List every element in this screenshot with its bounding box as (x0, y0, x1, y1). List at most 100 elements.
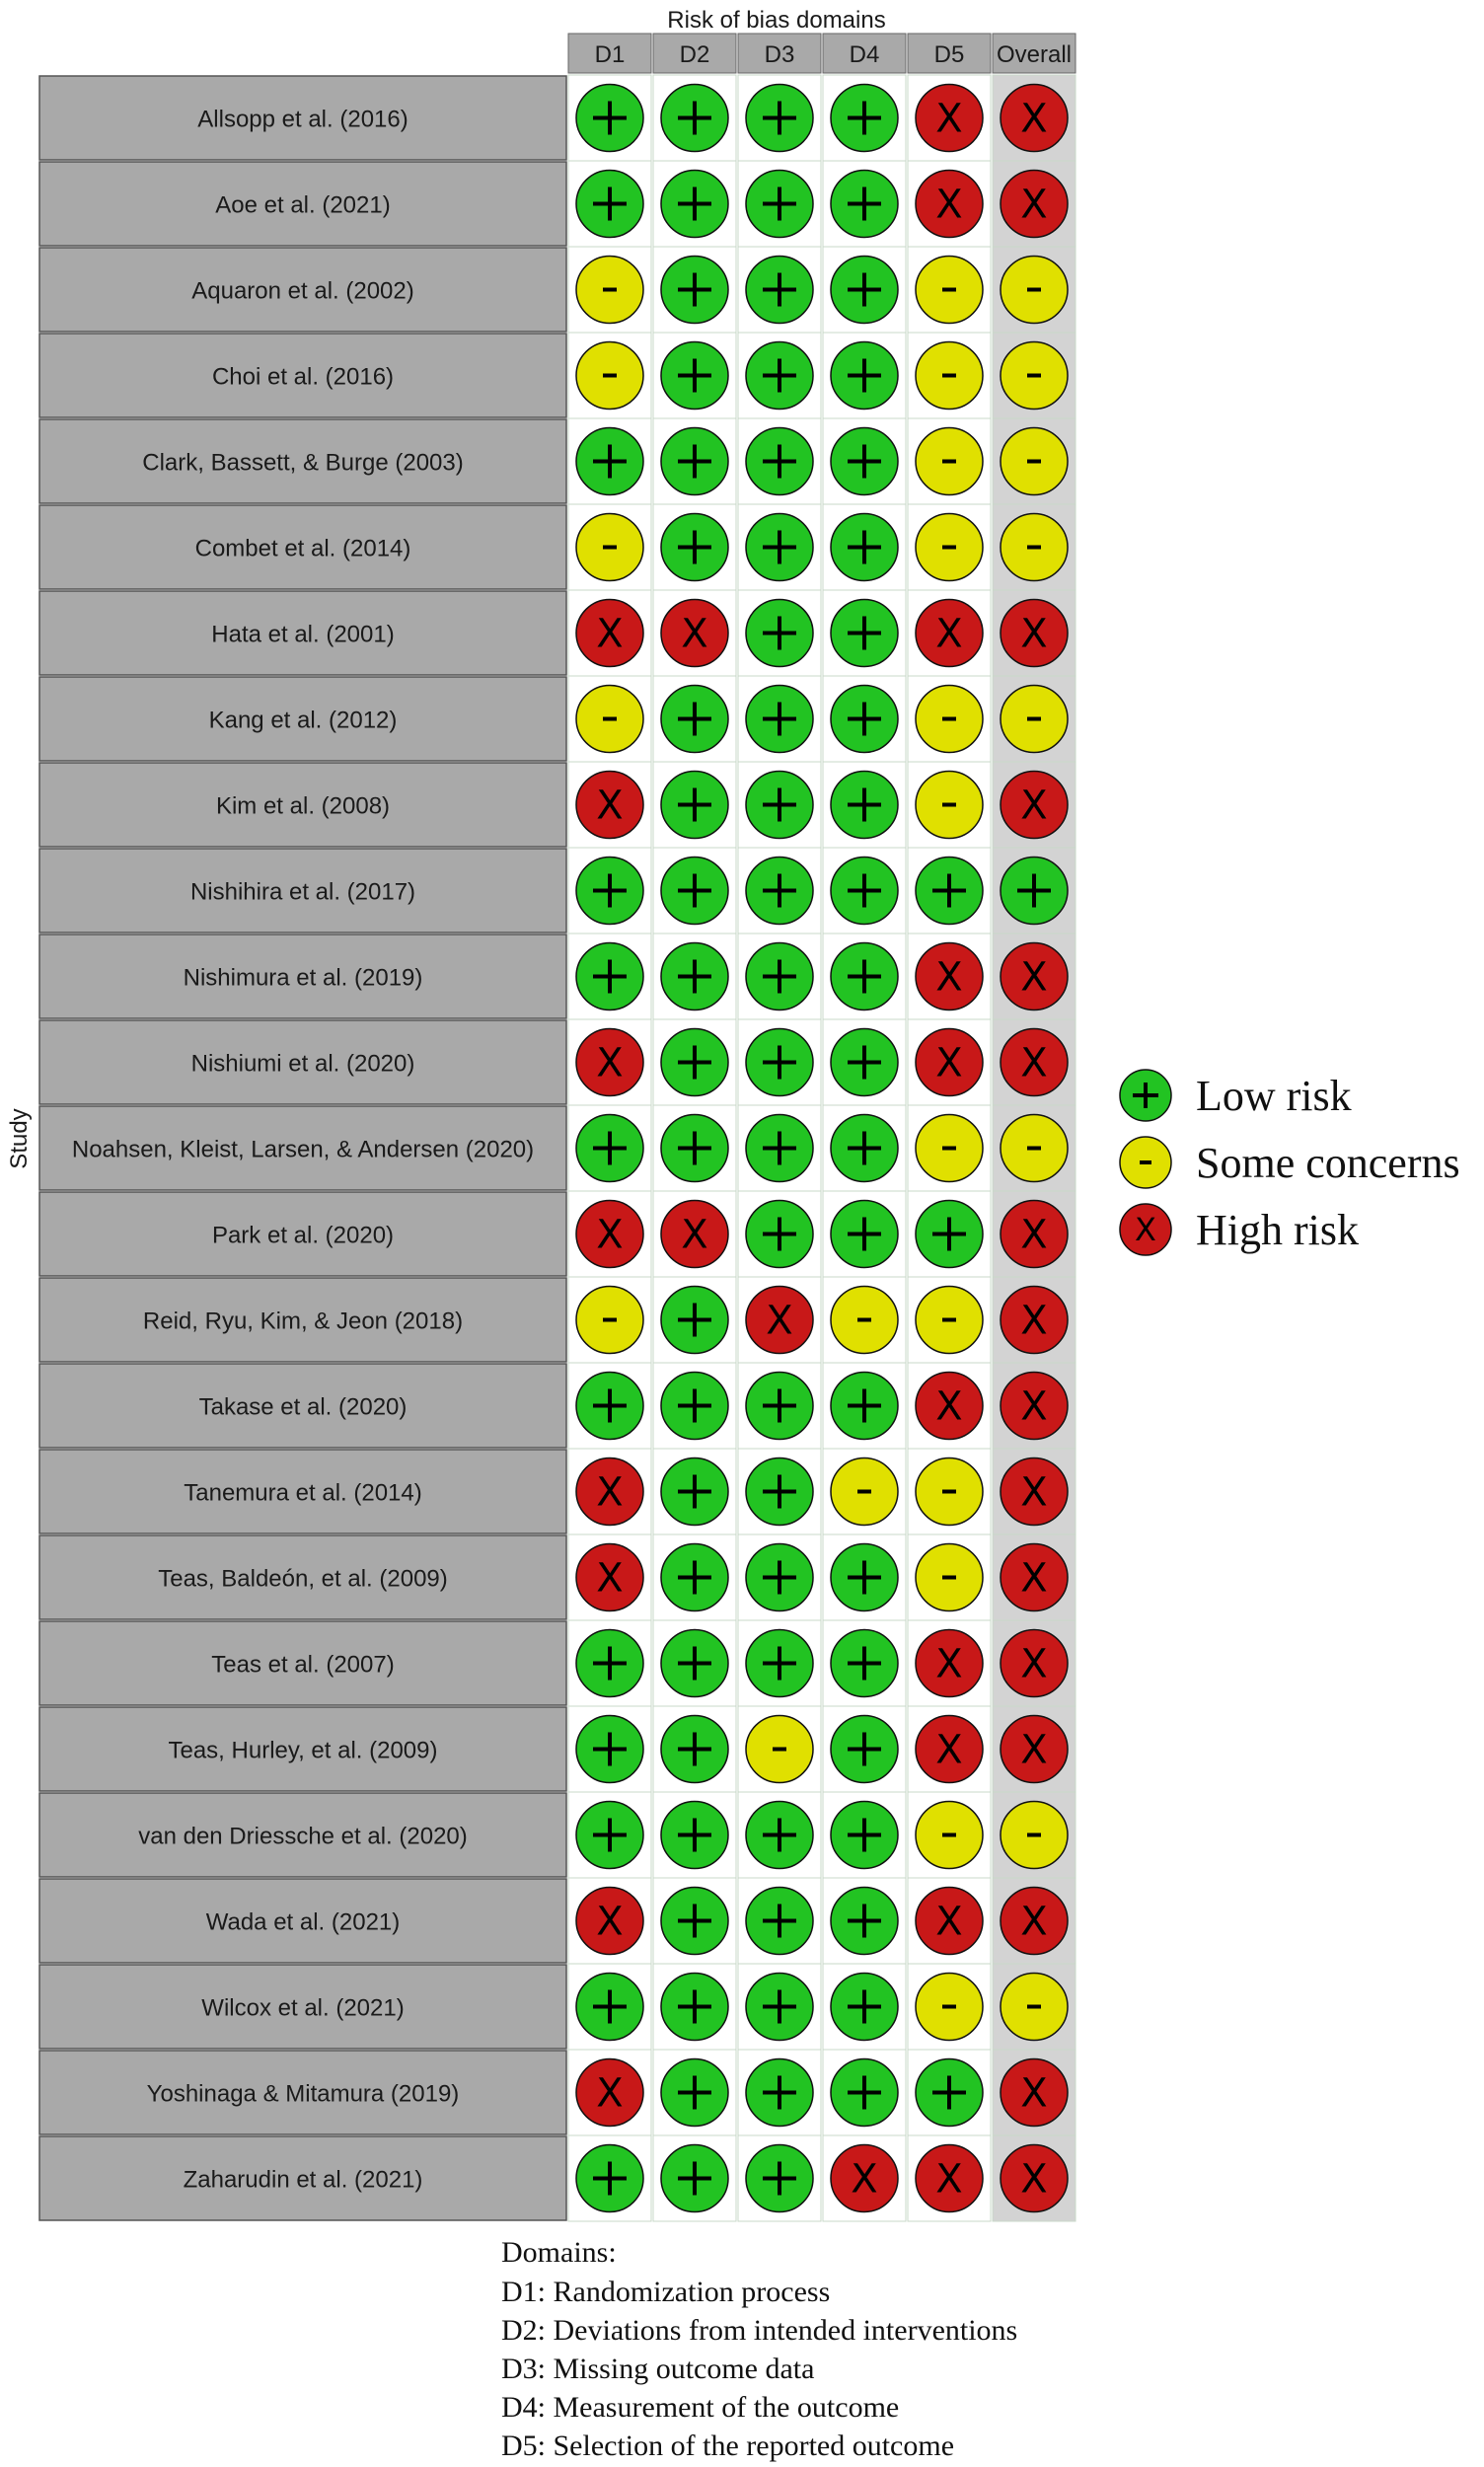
rating-mark-high (915, 1371, 984, 1441)
x-icon: X (766, 1299, 792, 1344)
study-label: Teas, Hurley, et al. (2009) (168, 1738, 437, 1764)
x-icon: X (1020, 183, 1047, 228)
x-icon: X (1020, 1384, 1047, 1430)
study-label: Park et al. (2020) (212, 1223, 394, 1249)
x-icon: X (851, 2157, 877, 2203)
rating-mark-high (830, 2143, 899, 2213)
rating-mark-high (915, 1628, 984, 1698)
domain-header-cell-d4 (822, 33, 907, 74)
study-row (38, 333, 567, 418)
legend-label-low: Low risk (1196, 1072, 1352, 1120)
study-label: Choi et al. (2016) (212, 364, 394, 391)
rating-mark-high (575, 770, 644, 840)
x-icon: X (1020, 784, 1047, 829)
x-icon: X (935, 612, 962, 657)
x-icon: X (596, 784, 623, 829)
rating-mark-high (1000, 2143, 1069, 2213)
rating-mark-high (660, 598, 729, 668)
rating-mark-high (915, 941, 984, 1011)
x-icon: X (1020, 1213, 1047, 1258)
study-label: Combet et al. (2014) (195, 536, 411, 562)
domain-header-cell-overall (992, 33, 1076, 74)
x-icon: X (1135, 1211, 1156, 1248)
x-icon: X (596, 2071, 623, 2117)
rating-mark-high (915, 1027, 984, 1097)
rating-mark-high (1000, 1628, 1069, 1698)
x-icon: X (596, 612, 623, 657)
rating-mark-high (745, 1285, 814, 1355)
domain-header-label-d2: D2 (680, 41, 710, 68)
study-label: Takase et al. (2020) (199, 1394, 408, 1421)
rating-mark-high (915, 598, 984, 668)
domain-definition: D1: Randomization process (501, 2276, 830, 2308)
study-label: Kang et al. (2012) (209, 708, 398, 734)
domain-definition: D3: Missing outcome data (501, 2353, 814, 2385)
x-icon: X (935, 1384, 962, 1430)
x-icon: X (681, 612, 707, 657)
rating-grid: X XX XX X X XX XX XX X XX X XX XX XX XX XX XX XX X XX XX X X (567, 74, 1076, 2222)
study-row (38, 504, 567, 590)
x-icon: X (1020, 97, 1047, 142)
x-icon: X (935, 97, 962, 142)
x-icon: X (1020, 1728, 1047, 1773)
x-icon: X (596, 1213, 623, 1258)
legend-mark-high (1119, 1203, 1172, 1256)
rating-mark-high (575, 1886, 644, 1956)
domain-header-label-d5: D5 (934, 41, 965, 68)
study-row (38, 1105, 567, 1191)
study-row (38, 1449, 567, 1534)
domain-header: Risk of bias domains D1 D2 D3 D4 D5 Overall (567, 7, 1076, 74)
x-icon: X (935, 183, 962, 228)
study-labels: Allsopp et al. (2016) Aoe et al. (2021) Aq… (38, 75, 567, 2221)
domain-header-label-d3: D3 (765, 41, 795, 68)
rating-mark-high (1000, 1027, 1069, 1097)
y-axis-label: Study (6, 1108, 33, 1168)
study-label: Noahsen, Kleist, Larsen, & Andersen (202… (72, 1137, 534, 1163)
domains-footnote: Domains: D1: Randomization process D2: Dev… (501, 2236, 1017, 2462)
rating-mark-high (575, 1199, 644, 1269)
x-icon: X (1020, 1642, 1047, 1687)
study-label: Teas et al. (2007) (211, 1652, 394, 1679)
study-row (38, 676, 567, 762)
rating-mark-high (575, 2057, 644, 2128)
study-label: Clark, Bassett, & Burge (2003) (142, 450, 463, 477)
study-row (38, 1534, 567, 1620)
study-row (38, 1191, 567, 1277)
study-label: Allsopp et al. (2016) (197, 107, 408, 133)
study-row (38, 590, 567, 676)
rating-mark-high (1000, 83, 1069, 153)
x-icon: X (1020, 2157, 1047, 2203)
rating-mark-high (1000, 598, 1069, 668)
x-icon: X (1020, 612, 1047, 657)
study-row (38, 762, 567, 848)
rating-mark-high (575, 1027, 644, 1097)
rating-mark-high (1000, 2057, 1069, 2128)
x-icon: X (1020, 955, 1047, 1001)
study-label: Aquaron et al. (2002) (191, 278, 413, 305)
domain-header-label-d1: D1 (595, 41, 626, 68)
x-icon: X (1020, 1900, 1047, 1945)
rating-cell (822, 2134, 907, 2222)
rating-mark-high (1000, 1457, 1069, 1527)
x-icon: X (596, 1900, 623, 1945)
rating-mark-high (1000, 1542, 1069, 1612)
x-icon: X (935, 1642, 962, 1687)
study-label: Nishihira et al. (2017) (190, 879, 415, 906)
rating-mark-high (575, 598, 644, 668)
study-row (38, 1792, 567, 1878)
x-icon: X (1020, 1041, 1047, 1086)
rating-mark-high (1000, 1199, 1069, 1269)
legend-label-some: Some concerns (1196, 1139, 1460, 1187)
study-row (38, 1620, 567, 1706)
study-row (38, 418, 567, 504)
rating-mark-high (915, 83, 984, 153)
x-icon: X (935, 1041, 962, 1086)
study-row (38, 1878, 567, 1964)
study-label: Aoe et al. (2021) (215, 192, 390, 219)
domain-definition: D5: Selection of the reported outcome (501, 2430, 954, 2462)
domain-header-label-d4: D4 (850, 41, 880, 68)
rating-cell (567, 2134, 652, 2222)
x-icon: X (681, 1213, 707, 1258)
rating-mark-high (575, 1542, 644, 1612)
